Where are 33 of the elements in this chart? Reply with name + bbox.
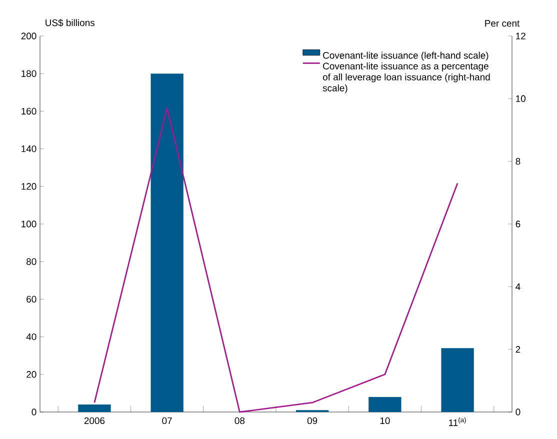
y-axis-title: US$ billions: [46, 18, 95, 27]
y-tick-label: 40: [26, 333, 36, 340]
y2-tick-label: 12: [516, 32, 526, 40]
y2-tick-label: 0: [516, 408, 520, 416]
legend-label: Covenant-lite issuance (left-hand scale): [323, 52, 488, 61]
y-tick-label: 120: [22, 183, 36, 190]
legend-label: Covenant-lite issuance as a percentage of all leverage loan issuance (right-hand scale): [322, 62, 490, 94]
y-tick-label: 200: [21, 32, 36, 40]
y-tick-label: 0: [32, 408, 36, 416]
y-tick-label: 160: [22, 108, 36, 115]
y2-tick-label: 8: [516, 158, 520, 165]
x-tick-label: 11$^{(a)}$: [449, 417, 466, 426]
x-tick-label: 10: [380, 417, 390, 424]
y-tick-label: 60: [26, 296, 36, 303]
bar: [78, 404, 111, 412]
y-tick-label: 20: [26, 371, 36, 378]
y2-axis-title: Per cent: [485, 20, 520, 27]
x-tick-label: 08: [234, 417, 245, 424]
y-tick-label: 140: [22, 145, 36, 152]
line-series: [94, 107, 458, 413]
y2-tick-label: 2: [516, 346, 520, 353]
y2-tick-label: 4: [516, 283, 520, 290]
y-tick-label: 100: [22, 220, 36, 228]
x-tick-label: 09: [307, 417, 318, 424]
y-tick-label: 80: [26, 258, 36, 265]
y-tick-label: 180: [22, 70, 36, 77]
x-tick-label: 07: [162, 417, 172, 424]
bar: [368, 396, 402, 412]
y2-tick-label: 10: [516, 95, 526, 102]
x-tick-label: 2006: [84, 417, 105, 424]
bar: [150, 74, 184, 412]
bar: [441, 348, 474, 412]
y2-tick-label: 6: [516, 220, 520, 228]
